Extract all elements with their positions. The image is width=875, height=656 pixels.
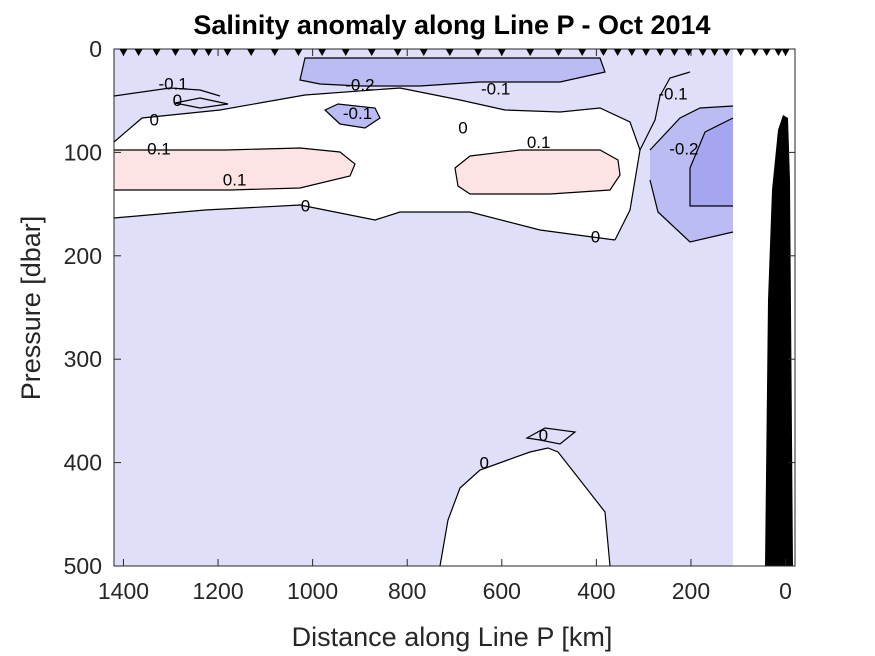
station-marker [419, 49, 428, 56]
x-tick-label: 200 [672, 578, 710, 604]
station-marker [613, 49, 622, 56]
y-axis-label: Pressure [dbar] [16, 216, 46, 401]
station-marker [698, 49, 707, 56]
plot-frame [113, 48, 796, 567]
contour-labels: -0.1 -0.2 -0.10-0.10 00.1 0.10.100-0.1-0.200 [147, 74, 698, 473]
chart-title: Salinity anomaly along Line P - Oct 2014 [193, 10, 710, 40]
station-marker [642, 49, 651, 56]
contour-label: 0 [149, 110, 158, 129]
station-marker [710, 49, 719, 56]
station-marker [578, 49, 587, 56]
station-marker [119, 49, 128, 56]
contour-line-strong-negative-east [689, 117, 734, 207]
station-marker [774, 49, 783, 56]
station-marker [367, 49, 376, 56]
x-tick-label: 800 [388, 578, 426, 604]
station-marker [270, 49, 279, 56]
x-tick-label: 0 [779, 578, 792, 604]
contour-label: -0.2 [345, 75, 374, 94]
station-marker [762, 49, 771, 56]
station-marker [627, 49, 636, 56]
contour-label: -0.1 [481, 79, 510, 98]
x-tick-label: 600 [483, 578, 521, 604]
contour-line-zero-west-lobe [174, 97, 229, 109]
x-tick-label: 1400 [98, 578, 149, 604]
contour-line-deep-zero [439, 447, 611, 567]
anomaly-band-zero-to-0.1 [114, 88, 640, 240]
y-tick-label: 300 [64, 346, 102, 372]
contour-label: 0 [458, 119, 467, 138]
contour-lines [113, 57, 734, 567]
station-marker [736, 49, 745, 56]
contour-line-negative-east-lower [649, 179, 734, 243]
contour-line-deep-zero-lobe [525, 427, 577, 445]
station-marker [750, 49, 759, 56]
station-marker [684, 49, 693, 56]
station-marker [670, 49, 679, 56]
anomaly-patch-negative-surface [300, 58, 605, 86]
station-marker [204, 49, 213, 56]
x-tick-label: 400 [577, 578, 615, 604]
station-marker [781, 49, 790, 56]
contour-label: 0.1 [527, 133, 551, 152]
bathymetry [765, 115, 793, 566]
contour-line-zero-lower [113, 204, 616, 241]
x-axis-label: Distance along Line P [km] [292, 622, 613, 652]
y-tick-label: 100 [64, 139, 102, 165]
contour-line-zero-east [639, 71, 691, 151]
contour-label: 0 [539, 426, 548, 445]
station-marker [722, 49, 731, 56]
station-marker [318, 49, 327, 56]
station-marker [294, 49, 303, 56]
station-marker [497, 49, 506, 56]
contour-label: 0 [591, 227, 600, 246]
y-tick-label: 0 [89, 36, 102, 62]
x-tick-label: 1000 [287, 578, 338, 604]
contour-label: 0 [173, 91, 182, 110]
contour-label: 0.1 [223, 170, 247, 189]
contour-label: 0 [301, 196, 310, 215]
station-marker [171, 49, 180, 56]
station-marker [341, 49, 350, 56]
station-marker [554, 49, 563, 56]
anomaly-patch-positive-central [455, 150, 620, 194]
station-marker [599, 49, 608, 56]
station-marker [247, 49, 256, 56]
contour-label: 0 [480, 454, 489, 473]
station-marker [190, 49, 199, 56]
contour-label: -0.1 [343, 104, 372, 123]
anomaly-patch-positive-west [114, 148, 355, 190]
contour-label: -0.1 [158, 74, 187, 93]
contour-label: -0.1 [658, 85, 687, 104]
anomaly-patch-negative-small [325, 104, 380, 128]
station-marker [223, 49, 232, 56]
contour-label: -0.2 [669, 139, 698, 158]
contour-line-negative-surface [299, 57, 606, 87]
anomaly-patch-strong-negative-east [690, 118, 733, 206]
y-tick-label: 500 [64, 553, 102, 579]
station-marker [474, 49, 483, 56]
contour-line-positive-central [454, 149, 621, 195]
contour-line-positive-west [114, 147, 356, 191]
anomaly-patch-deep [440, 448, 610, 566]
station-markers [119, 49, 790, 56]
y-axis-ticks: 0 100 200 300 400 500 [64, 36, 795, 579]
contour-line-negative-west [113, 87, 221, 97]
y-tick-label: 200 [64, 243, 102, 269]
y-tick-label: 400 [64, 450, 102, 476]
x-axis-ticks: 1400 1200 1000 800 600 400 200 0 [98, 49, 792, 604]
contour-label: 0.1 [147, 139, 171, 158]
station-marker [393, 49, 402, 56]
x-tick-label: 1200 [192, 578, 243, 604]
station-marker [152, 49, 161, 56]
station-marker [526, 49, 535, 56]
station-marker [445, 49, 454, 56]
contour-line-negative-small [323, 103, 381, 129]
contour-line-negative-east [649, 105, 734, 151]
station-marker [656, 49, 665, 56]
station-marker [134, 49, 143, 56]
